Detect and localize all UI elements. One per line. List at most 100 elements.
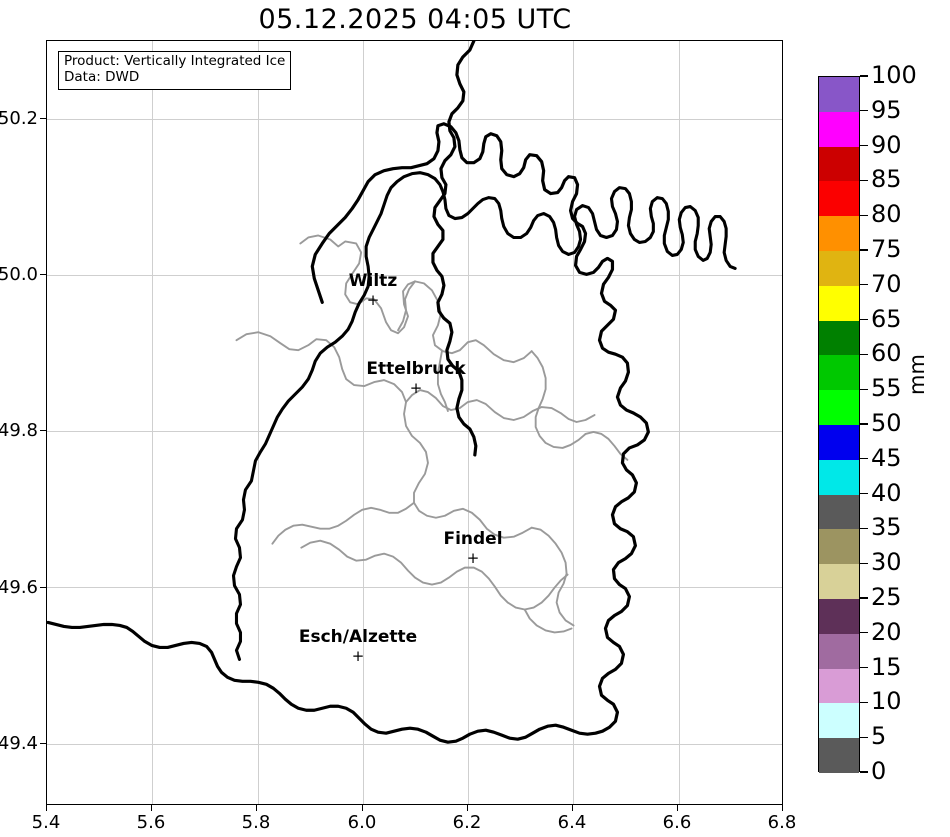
colorbar-band-70-75 [819,250,859,286]
luxembourg-outline [47,122,650,744]
colorbar-tick-label: 80 [871,200,902,229]
colorbar-tick-label: 15 [871,652,902,681]
gridline-vertical [468,41,470,804]
colorbar-band-60-65 [819,320,859,356]
colorbar-band-65-70 [819,285,859,321]
colorbar-tick [860,701,868,704]
colorbar-band-85-90 [819,146,859,182]
gridline-horizontal [47,119,782,120]
colorbar-tick-label: 100 [871,61,917,89]
x-tick [572,805,574,811]
x-tick-label: 6.2 [452,812,482,833]
colorbar-tick-label: 5 [871,722,887,751]
national-border [231,171,737,661]
colorbar-tick [860,75,868,77]
city-label-wiltz: Wiltz + [285,273,461,308]
x-tick [256,805,258,811]
colorbar-tick [860,492,868,495]
y-tick [40,743,46,745]
page-title: 05.12.2025 04:05 UTC [258,4,572,35]
x-tick-label: 5.8 [241,812,271,833]
x-tick [362,805,364,811]
subregion-borders [235,234,629,634]
map-plot-area[interactable]: Wiltz + Ettelbruck + Findel + Esch/Alzet… [46,40,783,805]
colorbar-band-75-80 [819,216,859,251]
map-geometry [47,41,737,744]
gridline-vertical [257,41,259,804]
city-label-findel: Findel + [385,531,561,566]
colorbar-tick [860,388,868,390]
colorbar-band-90-95 [819,111,859,147]
gridline-horizontal [47,587,782,589]
colorbar-tick [860,353,868,356]
colorbar-tick [860,562,868,564]
colorbar-tick [860,214,868,216]
x-tick [782,805,784,811]
x-tick-label: 5.6 [136,812,166,833]
colorbar-tick [860,423,868,425]
x-tick [677,805,679,811]
colorbar-band-35-40 [819,494,859,530]
colorbar-band-0-5 [819,738,859,773]
colorbar-tick-label: 60 [871,339,902,368]
y-tick-label: 49.6 [0,577,38,598]
colorbar-band-55-60 [819,355,859,391]
colorbar-tick [860,318,868,321]
colorbar-tick [860,284,868,286]
colorbar-band-15-20 [819,633,859,669]
colorbar-band-30-35 [819,529,859,565]
y-tick-label: 49.8 [0,420,38,441]
colorbar-ticks: 100 95 90 85 80 75 70 65 60 55 50 45 40 35 30 25 20 15 10 5… [860,63,950,783]
gridline-vertical [573,41,575,804]
y-tick [40,587,46,589]
colorbar-band-25-30 [819,564,859,599]
gridline-horizontal [47,275,782,277]
city-marker: + [466,549,480,567]
city-label-esch-alzette: Esch/Alzette + [270,629,446,664]
data-line: Data: DWD [64,68,140,85]
product-info-box: Product: Vertically Integrated Ice Data:… [58,51,292,90]
colorbar-band-10-15 [819,668,859,704]
x-tick-label: 6.4 [557,812,587,833]
gridline-horizontal [47,431,782,433]
x-tick [151,805,153,811]
colorbar-tick [860,666,868,669]
colorbar-unit-label: mm [905,354,929,395]
colorbar-tick-label: 90 [871,130,902,159]
city-name: Wiltz [348,271,398,291]
colorbar[interactable] [818,76,860,773]
colorbar-tick-label: 45 [871,443,902,472]
colorbar-band-50-55 [819,390,859,425]
colorbar-tick-label: 10 [871,687,902,716]
gridline-horizontal [47,743,782,745]
x-tick-label: 6.0 [347,812,377,833]
y-tick [40,274,46,276]
product-line: Product: Vertically Integrated Ice [64,53,286,69]
colorbar-tick [860,249,868,251]
x-tick [46,805,48,811]
y-tick [40,118,46,120]
gridline-vertical [678,41,680,804]
colorbar-tick-label: 40 [871,478,902,507]
colorbar-tick-label: 70 [871,269,902,298]
city-name: Findel [443,529,503,549]
city-marker: + [366,291,380,309]
colorbar-tick-label: 0 [871,757,887,785]
colorbar-tick-label: 55 [871,374,902,403]
colorbar-tick [860,458,868,460]
colorbar-tick-label: 75 [871,235,902,263]
city-marker: + [409,379,423,397]
colorbar-band-40-45 [819,459,859,495]
colorbar-tick-label: 20 [871,617,902,646]
colorbar-band-20-25 [819,598,859,634]
x-tick [467,805,469,811]
x-tick-label: 6.8 [767,812,797,833]
colorbar-tick [860,527,868,530]
city-marker: + [351,647,365,665]
colorbar-band-95-100 [819,77,859,112]
gridline-vertical [152,41,154,804]
colorbar-tick-label: 65 [871,304,902,333]
x-tick-label: 6.6 [662,812,692,833]
colorbar-band-80-85 [819,181,859,217]
eastern-river-border [431,41,478,457]
